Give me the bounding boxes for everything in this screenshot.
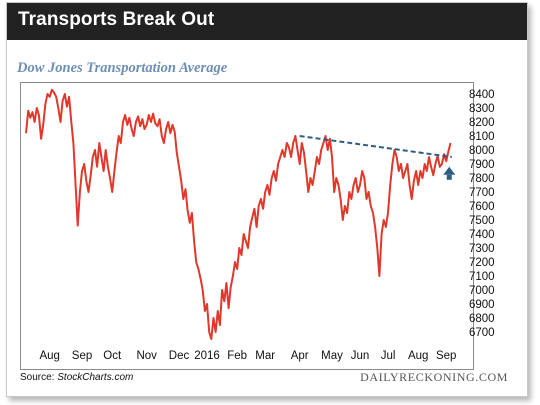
chart-svg: 6700 6800 6900 7000 7100 7200 7300 7400 7500 7600… — [25, 88, 495, 362]
y-tick-label: 8000 — [469, 145, 495, 157]
plot-area — [20, 82, 474, 370]
y-tick-label: 7600 — [469, 201, 495, 213]
x-tick-label: Apr — [291, 350, 309, 362]
source-note: Source: StockCharts.com — [20, 372, 133, 383]
page-title: Transports Break Out — [18, 9, 215, 30]
x-tick-label: Mar — [255, 350, 275, 362]
y-tick-label: 6800 — [469, 313, 495, 325]
y-tick-label: 7800 — [469, 173, 495, 185]
x-tick-label: Aug — [39, 350, 59, 362]
y-tick-label: 8400 — [469, 89, 495, 101]
x-tick-label: Aug — [408, 350, 428, 362]
y-tick-label: 6900 — [469, 299, 495, 311]
series-line — [25, 88, 452, 340]
x-tick-label: Oct — [103, 350, 122, 362]
credit-text: DAILYRECKONING.COM — [360, 370, 508, 384]
y-tick-label: 7300 — [469, 243, 495, 255]
arrow-up-icon — [443, 166, 456, 175]
x-tick-label: Jul — [381, 350, 396, 362]
y-tick-label: 6700 — [469, 327, 495, 339]
x-tick-label: Feb — [227, 350, 247, 362]
y-tick-label: 8100 — [469, 131, 495, 143]
y-tick-label: 7000 — [469, 285, 495, 297]
y-tick-label: 7500 — [469, 215, 495, 227]
chart-title: Dow Jones Transportation Average — [17, 60, 228, 76]
y-tick-label: 7200 — [469, 257, 495, 269]
arrow-up-icon — [446, 174, 452, 180]
source-site: StockCharts.com — [57, 372, 134, 383]
x-tick-label: Dec — [169, 350, 190, 362]
x-tick-label: 2016 — [194, 350, 220, 362]
x-tick-label: Sep — [436, 350, 456, 362]
x-tick-label: May — [321, 350, 343, 362]
header-bar: Transports Break Out — [7, 3, 527, 40]
source-prefix: Source: — [20, 372, 58, 383]
chart-card: Transports Break Out Dow Jones Transport… — [6, 2, 528, 397]
y-tick-label: 7400 — [469, 229, 495, 241]
y-tick-label: 7100 — [469, 271, 495, 283]
y-tick-label: 7900 — [469, 159, 495, 171]
y-tick-label: 7700 — [469, 187, 495, 199]
y-tick-label: 8200 — [469, 117, 495, 129]
x-tick-label: Nov — [136, 350, 157, 362]
x-tick-label: Sep — [72, 350, 92, 362]
x-tick-label: Jun — [351, 350, 370, 362]
trendline-dashed — [299, 135, 452, 158]
y-tick-label: 8300 — [469, 103, 495, 115]
